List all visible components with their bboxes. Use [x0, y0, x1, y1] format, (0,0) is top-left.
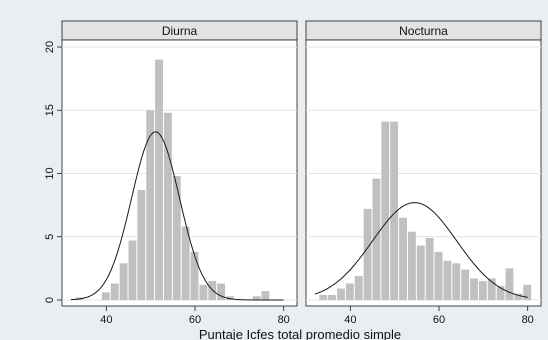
x-tick-label-diurna-60: 60	[189, 314, 201, 326]
x-tick-label-nocturna-60: 60	[433, 314, 445, 326]
normal-curve-diurna	[70, 131, 284, 301]
bar-nocturna-65	[461, 269, 470, 300]
panel-nocturna: Nocturna 40 60 80	[305, 20, 542, 326]
bar-nocturna-53	[407, 231, 416, 300]
bar-nocturna-55	[416, 245, 425, 300]
panel-title-diurna: Diurna	[162, 24, 198, 38]
y-tick-label-0: 0	[44, 297, 56, 303]
bar-nocturna-41	[354, 275, 363, 300]
bar-diurna-49	[146, 110, 155, 300]
bar-diurna-45	[128, 240, 137, 300]
bar-nocturna-63	[452, 263, 461, 300]
normal-curve-nocturna	[314, 202, 528, 298]
bar-diurna-39	[101, 292, 110, 300]
bar-nocturna-51	[399, 217, 407, 300]
bar-nocturna-59	[434, 251, 443, 300]
bar-diurna-73	[252, 296, 261, 300]
y-tick-label-5: 5	[44, 234, 56, 240]
bar-diurna-41	[110, 283, 119, 300]
bar-nocturna-39	[345, 283, 354, 300]
x-tick-label-nocturna-80: 80	[522, 314, 534, 326]
bar-nocturna-69	[478, 281, 487, 300]
bar-nocturna-35	[328, 294, 337, 300]
y-tick-label-15: 15	[44, 104, 56, 116]
bar-diurna-57	[181, 226, 190, 300]
bar-nocturna-43	[363, 208, 372, 300]
bar-diurna-51	[155, 59, 163, 301]
panel-diurna: Diurna 40 60 80 0 5 10 15 20	[44, 20, 298, 326]
panels-group: Diurna 40 60 80 0 5 10 15 20 Nocturna 40 60 80	[44, 20, 542, 326]
bar-nocturna-61	[443, 260, 452, 300]
bar-nocturna-79	[523, 284, 532, 300]
bar-diurna-61	[199, 284, 208, 300]
bar-diurna-75	[261, 291, 270, 300]
bar-diurna-65	[217, 283, 226, 300]
x-tick-label-diurna-80: 80	[278, 314, 290, 326]
bar-diurna-53	[163, 112, 172, 300]
bar-nocturna-73	[496, 286, 505, 300]
bar-nocturna-77	[514, 293, 523, 300]
panel-title-nocturna: Nocturna	[399, 24, 448, 38]
bar-diurna-43	[119, 263, 128, 300]
bar-nocturna-47	[381, 121, 390, 300]
bar-nocturna-75	[505, 268, 514, 300]
bar-nocturna-37	[337, 288, 345, 300]
x-axis-label: Puntaje Icfes total promedio simple	[199, 327, 401, 340]
bar-nocturna-33	[319, 294, 328, 300]
bar-nocturna-45	[372, 178, 381, 300]
x-tick-label-nocturna-40: 40	[344, 314, 356, 326]
bar-nocturna-67	[470, 278, 478, 300]
bar-nocturna-49	[390, 121, 399, 300]
x-tick-label-diurna-40: 40	[100, 314, 112, 326]
y-tick-label-20: 20	[44, 41, 56, 53]
bar-nocturna-57	[425, 238, 434, 300]
y-tick-label-10: 10	[44, 167, 56, 179]
bar-diurna-67	[226, 296, 234, 300]
bar-diurna-55	[172, 176, 181, 300]
bar-diurna-63	[208, 281, 217, 300]
bar-nocturna-71	[487, 278, 496, 300]
bar-diurna-47	[137, 189, 146, 300]
bar-diurna-59	[190, 251, 199, 300]
